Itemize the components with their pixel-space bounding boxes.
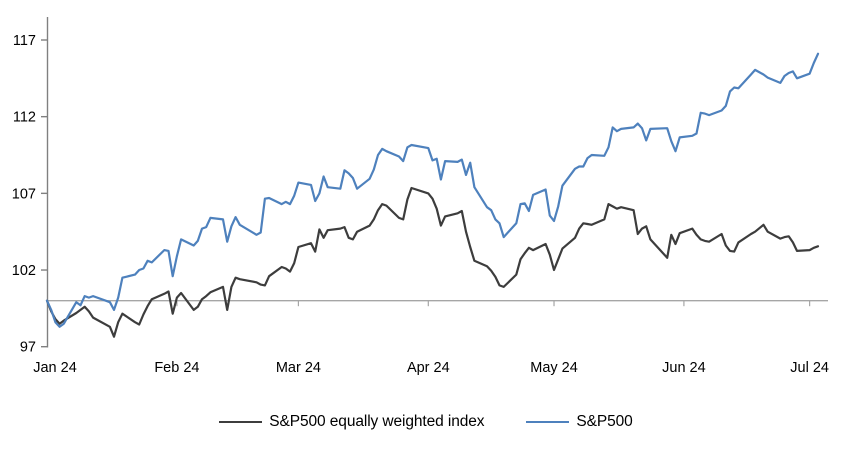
legend-item-sp500: S&P500	[526, 413, 633, 431]
legend-swatch-equal-weight-line	[219, 420, 263, 424]
y-axis-label: 102	[12, 263, 36, 279]
x-axis-label: Jun 24	[662, 360, 706, 376]
legend-label-equal-weight: S&P500 equally weighted index	[269, 413, 485, 430]
y-axis-label: 117	[13, 33, 36, 49]
sp500-line	[45, 52, 820, 328]
x-axis-label: Jan 24	[33, 360, 77, 376]
x-axis-label: Apr 24	[407, 360, 450, 376]
x-axis-label: Mar 24	[276, 360, 321, 376]
y-axis-label: 112	[13, 110, 36, 126]
x-axis-label: May 24	[530, 360, 578, 376]
sp500-equal-weight-line	[45, 186, 820, 338]
x-axis-label: Feb 24	[154, 360, 199, 376]
legend-item-equal-weight: S&P500 equally weighted index	[219, 413, 485, 431]
y-axis-label: 97	[20, 340, 36, 356]
legend-label-sp500: S&P500	[576, 413, 633, 430]
y-axis-label: 107	[12, 186, 36, 202]
chart-legend: S&P500 equally weighted index S&P500	[0, 413, 852, 431]
x-axis-label: Jul 24	[790, 360, 829, 376]
legend-swatch-sp500-line	[526, 420, 570, 424]
